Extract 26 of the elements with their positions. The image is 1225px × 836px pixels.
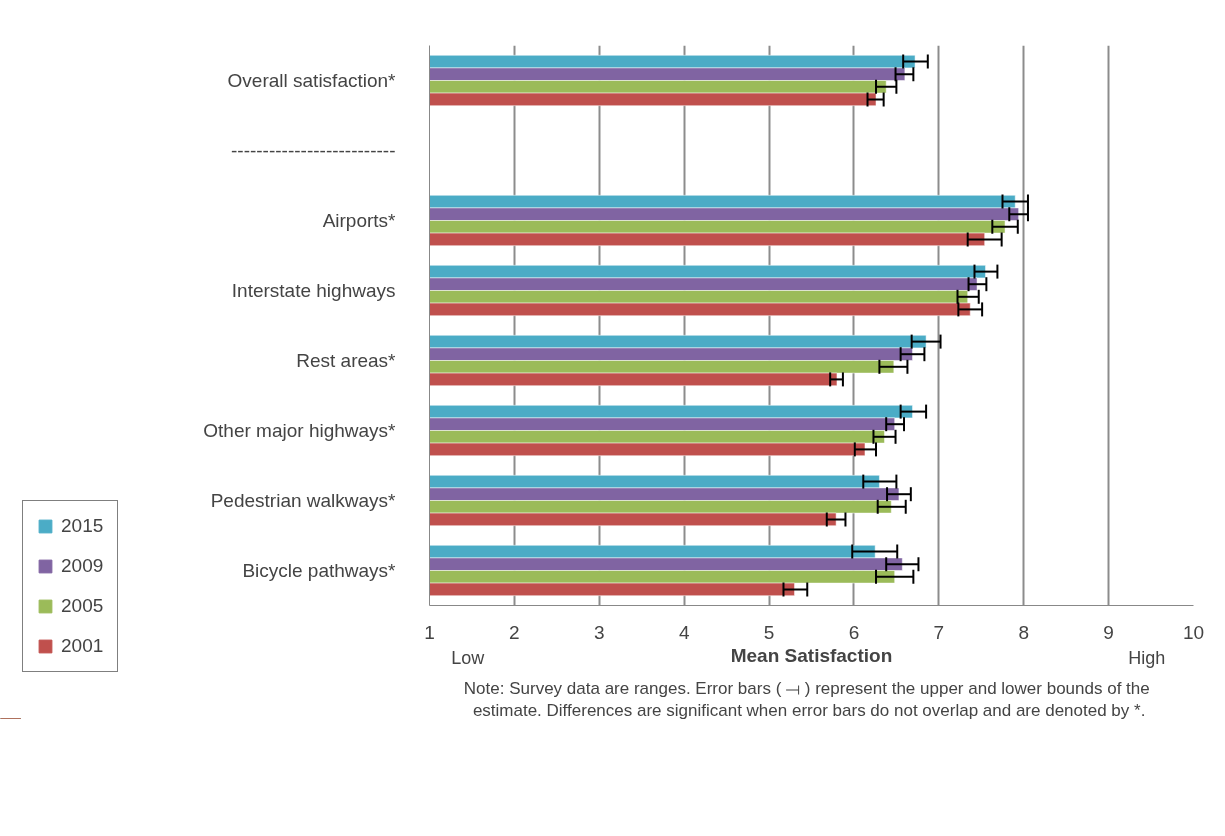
x-axis-title: Mean Satisfaction (730, 644, 893, 666)
y-tick-label: Pedestrian walkways* (210, 490, 397, 511)
y-tick-label: Rest areas* (296, 350, 397, 371)
x-tick-label: 10 (1182, 621, 1205, 643)
text: Note: Survey data are ranges. Error bars ( ⟞ ) represent the upper and lower bounds of the estimate. Differences are significant when error bars do not overlap and are denoted by *. (463, 678, 1150, 721)
x-tick-label: 9 (1103, 621, 1114, 643)
x-tick-label: 3 (593, 621, 605, 643)
text: Low (451, 647, 486, 668)
legend-label: 2005 (61, 595, 104, 617)
y-tick-label: Other major highways* (203, 420, 397, 441)
y-tick-label: -------------------------- (230, 140, 396, 161)
x-tick-label: 7 (933, 621, 945, 643)
y-tick-label: Airports* (322, 210, 397, 231)
y-tick-label: Overall satisfaction* (227, 70, 397, 91)
x-tick-label: 2 (509, 621, 520, 643)
x-tick-label: 8 (1018, 621, 1030, 643)
legend-label: 2009 (61, 555, 104, 577)
x-tick-label: 1 (424, 621, 435, 643)
x-tick-label: 4 (678, 621, 690, 643)
y-tick-label: Interstate highways (231, 280, 396, 301)
text: High (1128, 647, 1166, 668)
x-tick-label: 5 (763, 621, 775, 643)
y-tick-label: Bicycle pathways* (242, 560, 397, 581)
legend-label: 2015 (61, 515, 104, 537)
x-tick-label: 6 (848, 621, 860, 643)
legend-label: 2001 (61, 635, 104, 657)
